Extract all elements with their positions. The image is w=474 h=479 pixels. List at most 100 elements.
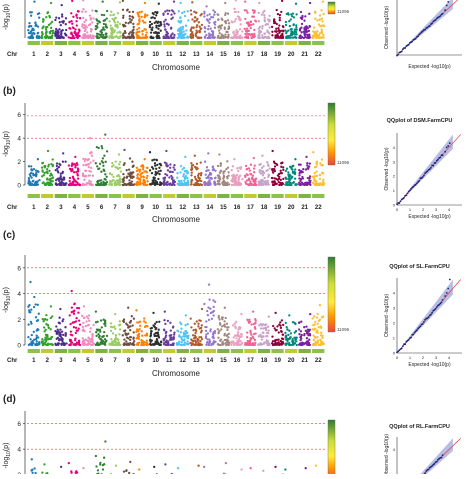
snp-point	[286, 168, 288, 170]
snp-point	[43, 463, 45, 465]
snp-point	[284, 332, 286, 334]
snp-point	[137, 37, 139, 39]
snp-point	[271, 335, 273, 337]
snp-point	[321, 337, 323, 339]
snp-point	[122, 15, 124, 17]
snp-point	[162, 177, 164, 179]
snp-point	[261, 34, 263, 36]
snp-point	[194, 323, 196, 325]
snp-point	[198, 173, 200, 175]
snp-point	[187, 323, 189, 325]
snp-point	[162, 338, 164, 340]
snp-point	[146, 177, 148, 179]
snp-point	[250, 183, 252, 185]
snp-point	[271, 150, 273, 152]
snp-point	[162, 182, 164, 184]
snp-point	[308, 165, 310, 167]
snp-point	[282, 178, 284, 180]
qq-point	[444, 9, 446, 11]
snp-point	[282, 29, 284, 31]
snp-point	[156, 321, 158, 323]
snp-point	[173, 332, 175, 334]
snp-point	[115, 334, 117, 336]
snp-point	[29, 183, 31, 185]
snp-point	[136, 321, 138, 323]
snp-point	[36, 337, 38, 339]
snp-point	[100, 179, 102, 181]
snp-point	[238, 343, 240, 345]
snp-point	[309, 2, 311, 4]
snp-point	[289, 25, 291, 27]
snp-point	[130, 21, 132, 23]
snp-point	[144, 2, 146, 4]
snp-point	[81, 343, 83, 345]
snp-point	[314, 18, 316, 20]
snp-point	[217, 328, 219, 330]
snp-point	[217, 165, 219, 167]
snp-density-segment	[41, 194, 53, 198]
qq-point	[435, 162, 437, 164]
snp-point	[276, 164, 278, 166]
snp-point	[293, 33, 295, 35]
snp-point	[217, 183, 219, 185]
chromosome-tick-label: 4	[73, 205, 77, 211]
snp-point	[35, 183, 37, 185]
snp-point	[207, 314, 209, 316]
snp-point	[248, 167, 250, 169]
qq-point	[436, 306, 438, 308]
chromosome-16-points	[230, 158, 243, 186]
snp-point	[225, 22, 227, 24]
qq-point	[407, 193, 409, 195]
chromosome-tick-label: 6	[100, 52, 104, 58]
snp-point	[205, 326, 207, 328]
snp-point	[316, 163, 318, 165]
snp-point	[103, 155, 105, 157]
snp-point	[166, 9, 168, 11]
snp-point	[123, 342, 125, 344]
chromosome-21-points	[298, 156, 312, 186]
snp-point	[226, 326, 228, 328]
snp-point	[179, 21, 181, 23]
snp-point	[157, 335, 159, 337]
snp-point	[277, 179, 279, 181]
snp-point	[43, 172, 45, 174]
snp-point	[90, 17, 92, 19]
y-tick-label: 4	[17, 291, 21, 298]
snp-point	[30, 25, 32, 27]
snp-point	[277, 36, 279, 38]
snp-point	[114, 184, 116, 186]
snp-point	[32, 32, 34, 34]
snp-point	[51, 315, 53, 317]
snp-point	[279, 172, 281, 174]
snp-point	[37, 25, 39, 27]
snp-point	[58, 342, 60, 344]
qq-point	[408, 339, 410, 341]
snp-point	[106, 150, 108, 152]
snp-point	[105, 340, 107, 342]
snp-point	[254, 10, 256, 12]
snp-point	[217, 180, 219, 182]
snp-point	[262, 332, 264, 334]
snp-point	[264, 180, 266, 182]
snp-point	[52, 164, 54, 166]
snp-point	[184, 170, 186, 172]
snp-point	[267, 332, 269, 334]
snp-point	[209, 13, 211, 15]
snp-point	[226, 181, 228, 183]
snp-point	[279, 321, 281, 323]
snp-point	[246, 30, 248, 32]
snp-point	[274, 37, 276, 39]
snp-point	[122, 334, 124, 336]
snp-point	[266, 339, 268, 341]
snp-point	[199, 14, 201, 16]
snp-point	[232, 165, 234, 167]
snp-point	[36, 37, 38, 39]
snp-point	[199, 26, 201, 28]
chr-axis-label: Chr	[7, 205, 18, 211]
snp-point	[288, 343, 290, 345]
snp-density-segment	[122, 349, 134, 353]
snp-point	[306, 162, 308, 164]
snp-point	[282, 338, 284, 340]
snp-point	[183, 173, 185, 175]
snp-point	[111, 173, 113, 175]
